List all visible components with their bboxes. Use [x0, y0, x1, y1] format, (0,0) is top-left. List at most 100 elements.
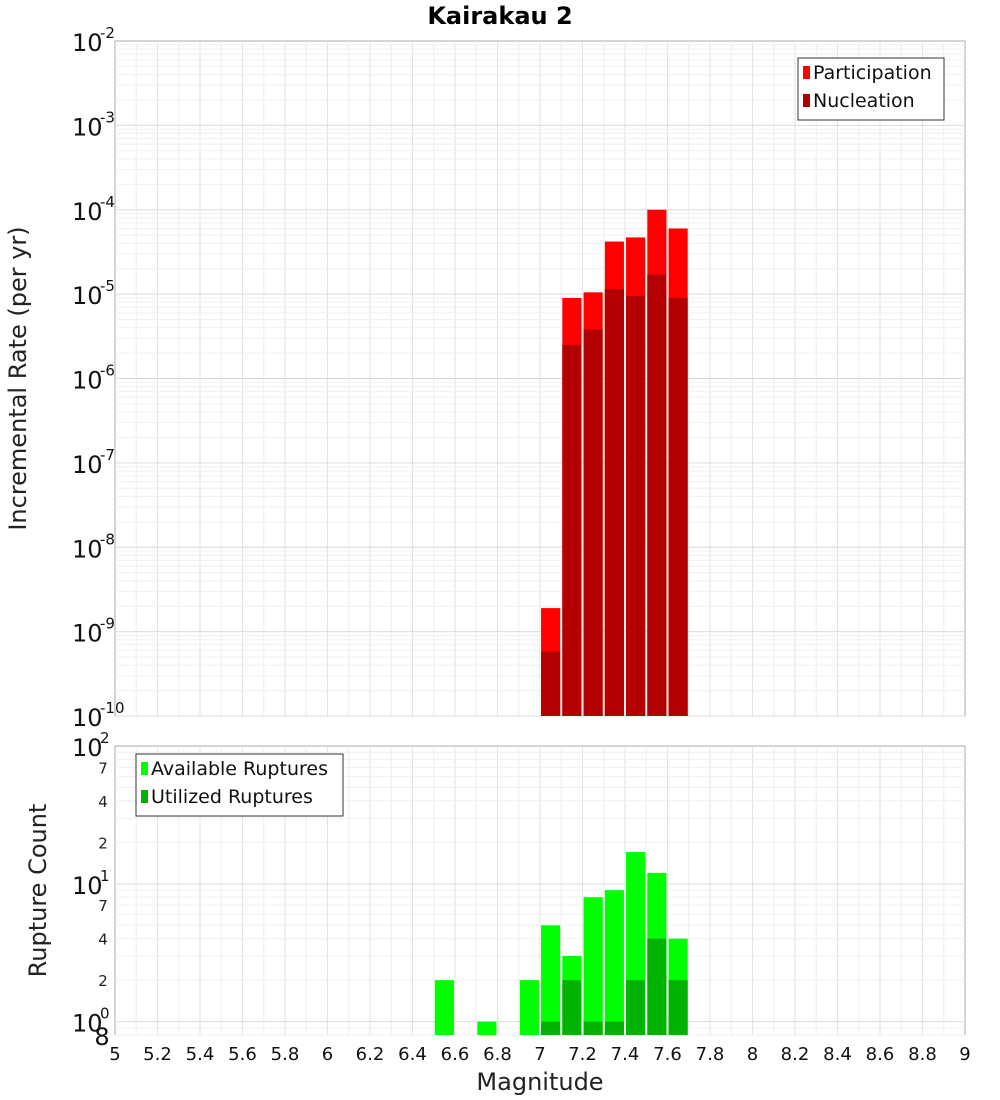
y-tick-exponent: 2 — [100, 729, 110, 747]
y-tick-exponent: -5 — [100, 277, 115, 295]
rate-y-tick: 10-8 — [72, 530, 115, 563]
y-tick-exponent: -9 — [100, 615, 115, 633]
x-tick-label: 5 — [109, 1044, 120, 1065]
rate-legend-swatch — [803, 94, 810, 107]
y-tick-base: 10 — [72, 451, 103, 479]
rate-gridlines — [115, 41, 965, 717]
y-tick-base: 10 — [72, 29, 103, 57]
count-legend-box — [135, 753, 344, 817]
rate-y-tick: 10-7 — [72, 446, 115, 479]
x-tick-label: 7.8 — [696, 1044, 725, 1065]
x-tick-label: 8.8 — [908, 1044, 937, 1065]
x-tick-label: 6.4 — [398, 1044, 427, 1065]
y-tick-base: 10 — [72, 282, 103, 310]
x-tick-label: 7 — [534, 1044, 545, 1065]
rate-bar-nucleation — [604, 289, 624, 716]
rate-legend-swatch — [803, 66, 810, 79]
count-legend[interactable]: Available Ruptures Utilized Ruptures — [135, 753, 344, 817]
y-minor-tick-label: 7 — [98, 897, 108, 915]
x-tick-label: 9 — [959, 1044, 970, 1065]
x-tick-labels: 5 5.2 5.4 5.6 5.8 6 6.2 6.4 6.6 6.8 7 7.2 7.4 7.6 7.8 8… — [109, 1044, 970, 1065]
rate-legend[interactable]: Participation Nucleation — [797, 57, 945, 121]
y-minor-tick-label: 8 — [94, 1023, 109, 1051]
rate-legend-label: Participation — [813, 62, 932, 84]
x-axis-label: Magnitude — [476, 1068, 603, 1096]
y-tick-base: 10 — [72, 704, 103, 732]
count-bar-available-ruptures — [604, 890, 624, 1035]
x-tick-label: 7.2 — [568, 1044, 597, 1065]
count-y-tick: 100 — [72, 1005, 110, 1038]
rate-bar-nucleation — [541, 651, 561, 716]
y-tick-base: 10 — [72, 620, 103, 648]
x-tick-label: 5.4 — [186, 1044, 215, 1065]
x-tick-label: 6.2 — [356, 1044, 385, 1065]
rate-legend-box — [797, 57, 945, 121]
rate-bar-nucleation — [626, 296, 646, 716]
y-minor-tick-label: 4 — [98, 793, 108, 811]
rate-bar-nucleation — [562, 344, 582, 716]
x-tick-label: 6 — [322, 1044, 333, 1065]
count-bar-utilized-ruptures — [626, 980, 646, 1035]
count-bar-utilized-ruptures — [541, 1021, 561, 1035]
count-bar-utilized-ruptures — [583, 1021, 603, 1035]
x-tick-label: 8 — [747, 1044, 758, 1065]
count-y-tick: 101 — [72, 867, 110, 900]
y-tick-base: 10 — [72, 113, 103, 141]
rate-bars — [541, 209, 688, 717]
count-bar-available-ruptures — [541, 925, 561, 1035]
y-minor-tick-label: 2 — [98, 834, 108, 852]
rate-y-tick: 10-3 — [72, 108, 115, 141]
x-tick-label: 8.4 — [823, 1044, 852, 1065]
x-tick-label: 8.2 — [781, 1044, 810, 1065]
y-tick-exponent: 0 — [100, 1005, 110, 1023]
y-tick-base: 10 — [72, 872, 103, 900]
y-tick-base: 10 — [72, 734, 103, 762]
y-tick-exponent: -4 — [100, 193, 115, 211]
x-tick-label: 5.8 — [271, 1044, 300, 1065]
count-bar-available-ruptures — [519, 980, 539, 1035]
x-tick-label: 5.2 — [143, 1044, 172, 1065]
x-tick-label: 7.6 — [653, 1044, 682, 1065]
count-bar-utilized-ruptures — [668, 980, 688, 1035]
y-tick-base: 10 — [72, 198, 103, 226]
y-tick-exponent: -8 — [100, 530, 115, 548]
rate-y-tick: 10-9 — [72, 615, 115, 648]
rate-y-tick: 10-2 — [72, 24, 115, 57]
y-tick-exponent: -7 — [100, 446, 115, 464]
x-tick-label: 8.6 — [866, 1044, 895, 1065]
rate-y-tick: 10-10 — [72, 699, 125, 732]
y-tick-base: 10 — [72, 1010, 103, 1038]
y-minor-tick-label: 7 — [98, 759, 108, 777]
x-tick-label: 7.4 — [611, 1044, 640, 1065]
y-tick-base: 10 — [72, 535, 103, 563]
y-tick-exponent: -2 — [100, 24, 115, 42]
rate-legend-label: Nucleation — [813, 90, 915, 112]
y-minor-tick-label: 2 — [98, 972, 108, 990]
y-tick-exponent: 1 — [100, 867, 110, 885]
y-tick-base: 10 — [72, 367, 103, 395]
y-tick-exponent: -6 — [100, 362, 115, 380]
rate-bar-nucleation — [583, 329, 603, 716]
y-tick-exponent: -3 — [100, 108, 115, 126]
rate-y-axis-label: Incremental Rate (per yr) — [4, 226, 32, 530]
count-bar-available-ruptures — [434, 980, 454, 1035]
y-tick-exponent: -10 — [100, 699, 125, 717]
x-tick-label: 5.6 — [228, 1044, 257, 1065]
chart-title: Kairakau 2 — [427, 2, 572, 30]
count-bar-utilized-ruptures — [604, 1021, 624, 1035]
rate-y-tick: 10-5 — [72, 277, 115, 310]
count-bar-available-ruptures — [477, 1021, 497, 1035]
count-bar-available-ruptures — [583, 897, 603, 1035]
rate-bar-nucleation — [647, 274, 667, 716]
count-y-tick: 102 — [72, 729, 110, 762]
rate-y-tick: 10-6 — [72, 362, 115, 395]
rate-y-tick: 10-4 — [72, 193, 115, 226]
count-bar-utilized-ruptures — [647, 938, 667, 1035]
count-legend-swatch — [141, 762, 148, 775]
y-minor-tick-label: 4 — [98, 931, 108, 949]
